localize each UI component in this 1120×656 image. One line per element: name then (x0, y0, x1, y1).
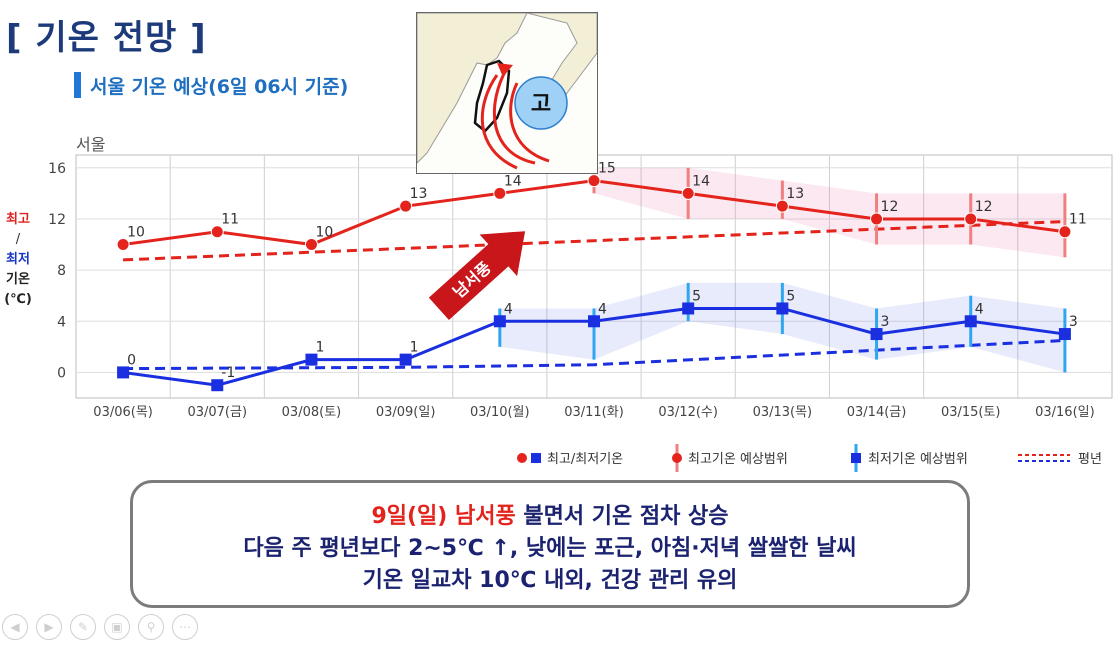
high-temp-label: 13 (410, 186, 428, 202)
low-temp-point (211, 379, 224, 392)
low-temp-label: 3 (1069, 314, 1078, 330)
x-tick-label: 03/12(수) (658, 405, 718, 420)
subtitle-bar (74, 72, 81, 98)
summary-box: 9일(일) 남서풍 불면서 기온 점차 상승 다음 주 평년보다 2~5℃ ↑,… (130, 480, 970, 608)
normal-low-line (123, 338, 1065, 371)
pen-tool-button[interactable]: ✎ (70, 614, 96, 640)
x-tick-label: 03/09(일) (376, 405, 436, 420)
summary-highlight: 9일(일) 남서풍 (371, 504, 516, 529)
wind-arrow-shape (428, 231, 526, 320)
low-temp-point (588, 315, 600, 328)
weather-map-inset: 고 (416, 12, 598, 174)
x-tick-label: 03/15(토) (941, 405, 1001, 420)
low-temp-label: 5 (692, 288, 701, 304)
y-tick-label: 4 (57, 314, 66, 330)
x-tick-label: 03/08(토) (282, 405, 342, 420)
high-temp-point (116, 238, 130, 252)
low-temp-label: 0 (127, 352, 136, 368)
zoom-button[interactable]: ⚲ (138, 614, 164, 640)
high-temp-point (964, 212, 978, 226)
high-temp-point (587, 174, 601, 188)
low-temp-point (305, 353, 318, 366)
x-tick-label: 03/16(일) (1035, 405, 1095, 420)
page-title: [ 기온 전망 ] (6, 18, 207, 58)
high-temp-label: 11 (1069, 212, 1087, 228)
high-temp-point (399, 199, 413, 213)
summary-line-1-text: 불면서 기온 점차 상승 (515, 504, 729, 529)
low-temp-label: 1 (410, 340, 419, 356)
low-temp-point (493, 315, 506, 328)
legend-low-range-marker (851, 453, 861, 463)
high-temp-point (775, 199, 789, 213)
high-temp-point (493, 186, 507, 200)
yaxis-label-low: 최저 (6, 252, 30, 267)
x-tick-label: 03/11(화) (564, 405, 624, 420)
high-temp-point (1058, 225, 1072, 239)
chart-subtitle: 서울 기온 예상(6일 06시 기준) (90, 76, 349, 98)
yaxis-label-temp: 기온 (6, 272, 30, 287)
legend-minmax-text: 최고/최저기온 (547, 452, 623, 467)
legend-high-range-marker (672, 453, 682, 463)
low-temp-label: 3 (881, 314, 890, 330)
low-temp-label: 4 (598, 301, 607, 317)
x-tick-label: 03/06(목) (93, 405, 153, 420)
high-temp-label: 10 (127, 225, 145, 241)
summary-line-1: 9일(일) 남서풍 불면서 기온 점차 상승 (133, 501, 967, 533)
x-tick-label: 03/10(월) (470, 405, 530, 420)
x-tick-label: 03/14(금) (847, 405, 907, 420)
station-label: 서울 (76, 135, 106, 154)
slides-grid-button[interactable]: ▣ (104, 614, 130, 640)
low-temp-point (399, 353, 412, 366)
summary-line-3: 기온 일교차 10℃ 내외, 건강 관리 유의 (362, 568, 738, 593)
low-temp-label: 5 (786, 288, 795, 304)
legend-low-marker (531, 453, 541, 463)
low-temp-point (964, 315, 977, 328)
y-tick-label: 16 (48, 161, 66, 177)
high-pressure-area (514, 76, 568, 130)
legend-normal-text: 평년 (1078, 452, 1102, 467)
forecast-chart: 0 4 8 12 16 03/06(목) 03/07(금) 03/08(토) 03/09(일) 0… (48, 154, 1113, 472)
high-temp-point (210, 225, 224, 239)
high-temp-label: 15 (598, 161, 616, 177)
legend-high-range-text: 최고기온 예상범위 (688, 452, 788, 467)
y-tick-label: 12 (48, 212, 66, 228)
summary-line-2: 다음 주 평년보다 2~5℃ ↑, 낮에는 포근, 아침·저녁 쌀쌀한 날씨 (243, 536, 857, 561)
high-temp-label: 12 (881, 199, 899, 215)
low-temp-label: -1 (221, 365, 235, 381)
yaxis-label: 최고 / 최저 기온 (℃) (0, 210, 36, 310)
legend-high-marker (517, 453, 527, 463)
map-drawing: 고 (416, 12, 598, 173)
low-temp-label: 4 (975, 301, 984, 317)
high-temp-label: 12 (975, 199, 993, 215)
yaxis-label-high: 최고 (6, 212, 30, 227)
high-temp-point (870, 212, 884, 226)
high-temp-label: 14 (504, 173, 522, 189)
x-tick-label: 03/13(목) (753, 405, 813, 420)
normal-high-line (123, 220, 1065, 262)
legend-low-range-text: 최저기온 예상범위 (868, 452, 968, 467)
high-temp-label: 13 (786, 186, 804, 202)
x-tick-label: 03/07(금) (187, 405, 247, 420)
yaxis-label-sep: / (15, 232, 21, 247)
high-temp-point (681, 186, 695, 200)
low-temp-point (1058, 328, 1071, 341)
more-options-button[interactable]: ⋯ (172, 614, 198, 640)
low-temp-point (870, 328, 883, 341)
high-pressure-label: 고 (531, 92, 551, 117)
slide-controls: ◀ ▶ ✎ ▣ ⚲ ⋯ (2, 614, 206, 640)
low-temp-label: 4 (504, 301, 513, 317)
y-tick-label: 0 (57, 365, 66, 381)
low-temp-point (682, 302, 695, 315)
low-temp-point (776, 302, 789, 315)
high-temp-point (304, 238, 318, 252)
high-temp-label: 11 (221, 212, 239, 228)
low-temp-label: 1 (315, 340, 324, 356)
prev-slide-button[interactable]: ◀ (2, 614, 28, 640)
high-temp-label: 14 (692, 173, 710, 189)
high-temp-label: 10 (315, 225, 333, 241)
low-temp-point (117, 366, 130, 379)
next-slide-button[interactable]: ▶ (36, 614, 62, 640)
yaxis-label-unit: (℃) (4, 292, 32, 307)
y-tick-label: 8 (57, 263, 66, 279)
